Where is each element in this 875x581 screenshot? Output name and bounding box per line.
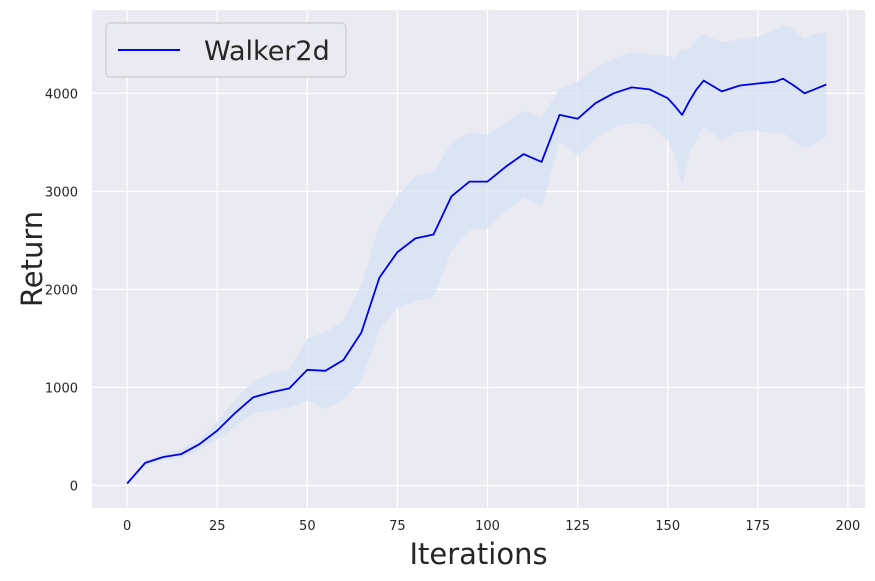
x-tick-label: 25	[209, 519, 226, 534]
x-tick-label: 0	[123, 519, 131, 534]
y-tick-label: 3000	[45, 185, 78, 200]
series-lines	[126, 77, 827, 485]
x-axis-title: Iterations	[409, 537, 547, 571]
x-tick-labels: 0 25 50 75 100 125 150 175 200	[123, 519, 860, 534]
x-tick-label: 100	[475, 519, 500, 534]
legend-box	[105, 22, 347, 78]
confidence-bands	[127, 24, 827, 484]
y-tick-label: 1000	[45, 381, 78, 396]
x-tick-label: 150	[655, 519, 680, 534]
x-tick-label: 175	[745, 519, 770, 534]
x-tick-label: 200	[835, 519, 860, 534]
y-tick-label: 2000	[45, 283, 78, 298]
legend-entry-walker2d: Walker2d	[204, 36, 330, 67]
y-axis-title: Return	[15, 211, 49, 307]
series-line-walker2d	[126, 77, 827, 485]
x-tick-label: 75	[389, 519, 406, 534]
x-tick-label: 125	[565, 519, 590, 534]
y-tick-label: 4000	[45, 87, 78, 102]
confidence-band-walker2d	[127, 24, 827, 484]
y-tick-label: 0	[70, 479, 78, 494]
legend: Walker2d	[105, 22, 347, 78]
x-tick-label: 50	[299, 519, 316, 534]
y-tick-labels: 0 1000 2000 3000 4000	[45, 87, 78, 494]
